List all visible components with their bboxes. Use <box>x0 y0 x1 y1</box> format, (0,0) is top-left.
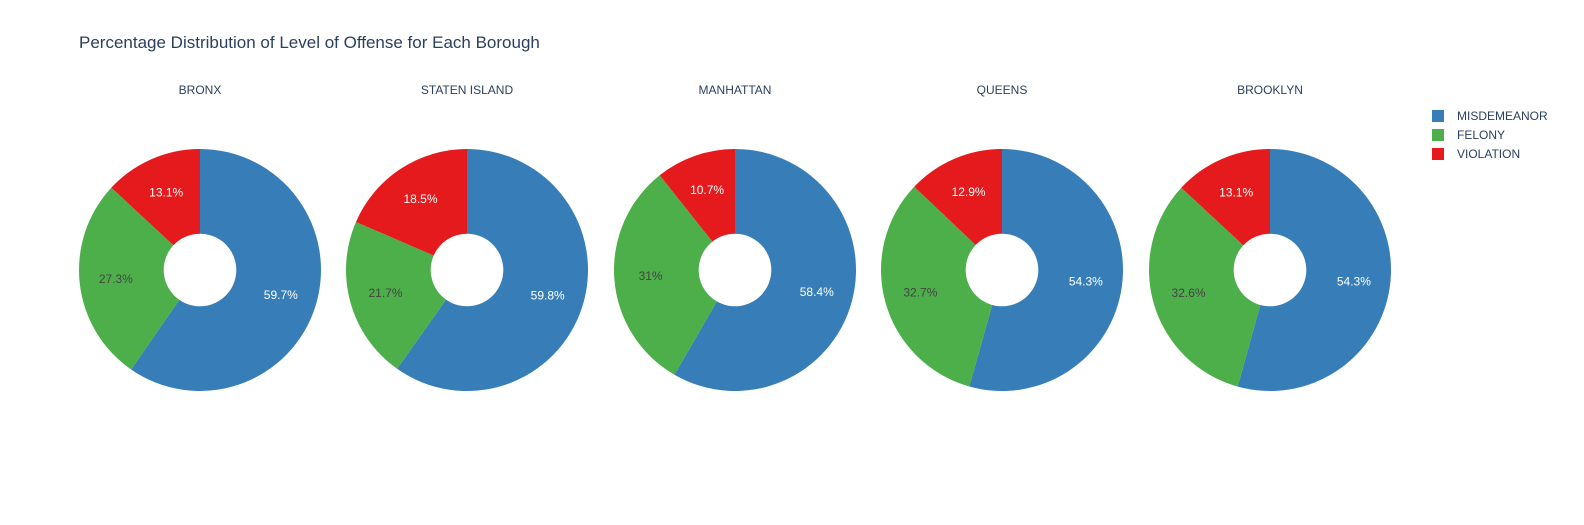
slice-label-queens-misdemeanor: 54.3% <box>1069 275 1103 289</box>
pie-title-brooklyn: BROOKLYN <box>1237 83 1303 97</box>
pie-slice-manhattan-violation[interactable] <box>659 149 735 242</box>
slice-label-bronx-misdemeanor: 59.7% <box>264 288 298 302</box>
pie-slice-queens-felony[interactable] <box>881 186 993 387</box>
pie-slice-staten-island-misdemeanor[interactable] <box>397 149 589 391</box>
slice-label-queens-felony: 32.7% <box>903 285 937 299</box>
legend-swatch <box>1432 109 1444 122</box>
legend-swatch <box>1432 128 1444 141</box>
slice-label-staten-island-felony: 21.7% <box>368 286 402 300</box>
legend-label: FELONY <box>1457 127 1506 142</box>
pie-slice-manhattan-misdemeanor[interactable] <box>674 149 856 392</box>
pie-slice-bronx-misdemeanor[interactable] <box>131 149 322 391</box>
pie-slice-brooklyn-misdemeanor[interactable] <box>1237 149 1391 391</box>
slice-label-manhattan-felony: 31% <box>639 269 663 283</box>
pie-slice-staten-island-violation[interactable] <box>355 149 467 256</box>
legend-item-misdemeanor[interactable]: MISDEMEANOR <box>1432 106 1548 125</box>
slice-label-bronx-violation: 13.1% <box>149 185 183 199</box>
legend-swatch <box>1432 147 1444 160</box>
slice-label-brooklyn-violation: 13.1% <box>1219 185 1253 199</box>
pie-title-manhattan: MANHATTAN <box>699 83 772 97</box>
pie-slice-bronx-violation[interactable] <box>111 149 200 246</box>
pie-slice-brooklyn-felony[interactable] <box>1149 187 1261 387</box>
pie-slice-queens-misdemeanor[interactable] <box>969 149 1123 391</box>
legend: MISDEMEANOR FELONY VIOLATION <box>1432 106 1548 163</box>
pie-title-staten-island: STATEN ISLAND <box>421 83 514 97</box>
chart-title: Percentage Distribution of Level of Offe… <box>79 33 540 52</box>
legend-label: VIOLATION <box>1457 146 1521 161</box>
pie-title-bronx: BRONX <box>179 83 222 97</box>
pie-slice-staten-island-felony[interactable] <box>346 221 447 369</box>
pie-slice-queens-violation[interactable] <box>914 149 1002 246</box>
slice-label-bronx-felony: 27.3% <box>99 272 133 286</box>
pie-charts: BRONX 59.7% 27.3% 13.1% STATEN ISLAND 59.8% 21… <box>79 83 1391 392</box>
slice-label-manhattan-misdemeanor: 58.4% <box>800 285 834 299</box>
slice-label-staten-island-misdemeanor: 59.8% <box>531 289 565 303</box>
legend-label: MISDEMEANOR <box>1457 108 1548 123</box>
pie-slice-manhattan-felony[interactable] <box>613 175 717 375</box>
slice-label-queens-violation: 12.9% <box>952 185 986 199</box>
pie-slice-bronx-felony[interactable] <box>79 187 180 370</box>
slice-label-brooklyn-felony: 32.6% <box>1172 286 1206 300</box>
pie-title-queens: QUEENS <box>977 83 1028 97</box>
legend-item-felony[interactable]: FELONY <box>1432 125 1548 144</box>
pie-slice-brooklyn-violation[interactable] <box>1181 149 1270 246</box>
slice-label-staten-island-violation: 18.5% <box>404 192 438 206</box>
slice-label-brooklyn-misdemeanor: 54.3% <box>1337 274 1371 288</box>
slice-label-manhattan-violation: 10.7% <box>690 183 724 197</box>
legend-item-violation[interactable]: VIOLATION <box>1432 144 1548 163</box>
